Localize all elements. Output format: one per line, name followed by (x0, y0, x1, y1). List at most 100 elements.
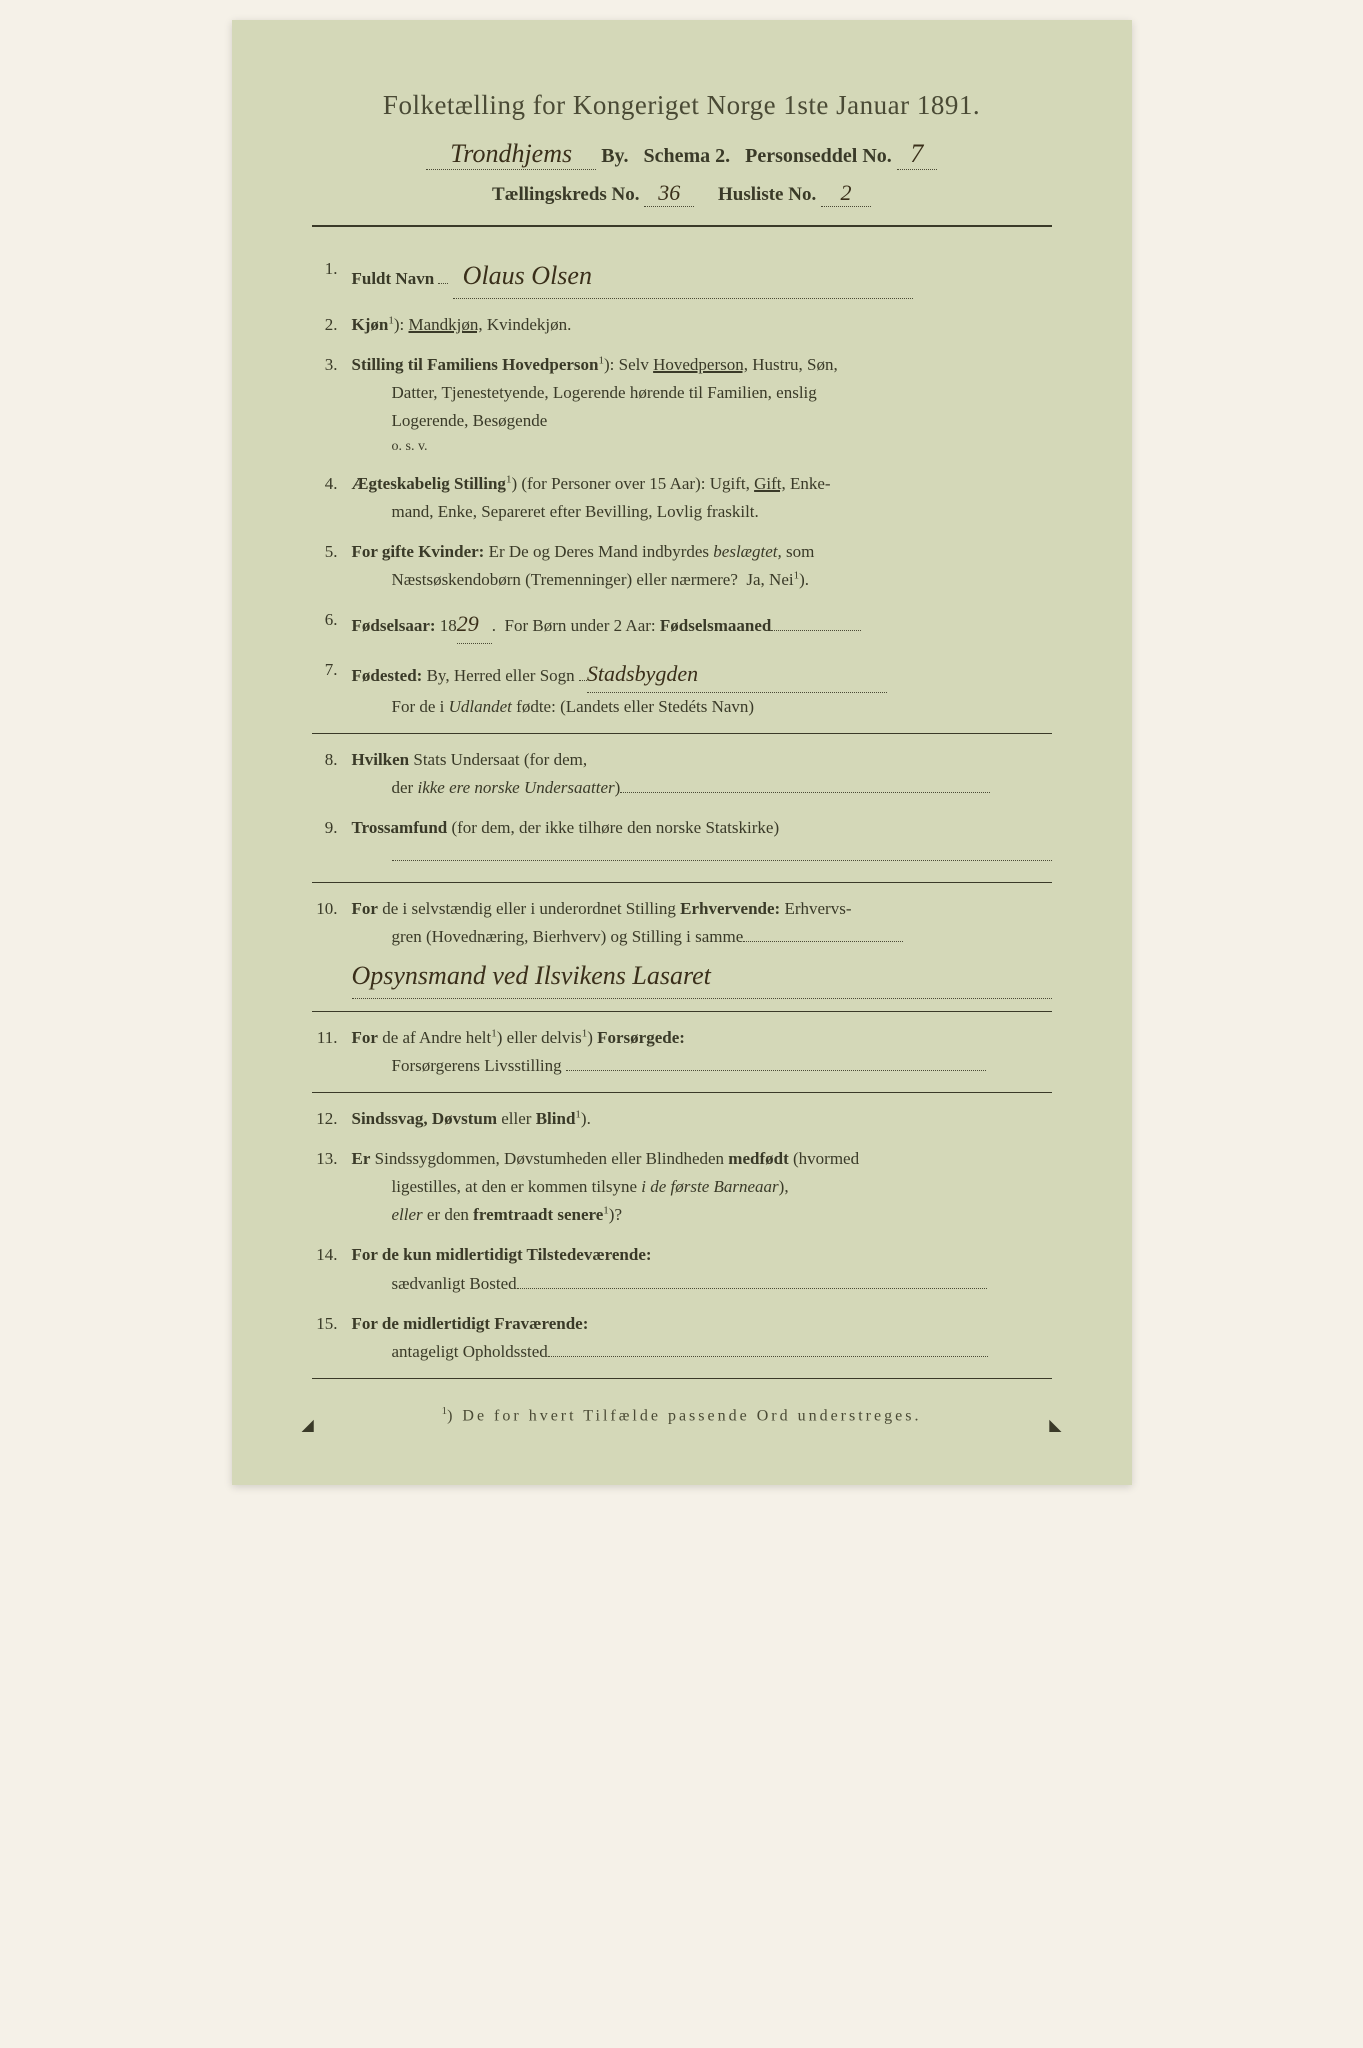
by-label: By. (601, 145, 628, 167)
fodselsaar-prefix: 18 (436, 616, 457, 635)
kjon-label: Kjøn (352, 315, 389, 334)
erhverv-line2: gren (Hovednæring, Bierhverv) og Stillin… (352, 923, 1052, 951)
er-line2: ligestilles, at den er kommen tilsyne i … (352, 1173, 1052, 1201)
sindssvag-label: Sindssvag, Døvstum (352, 1109, 498, 1128)
divider-3 (312, 1011, 1052, 1012)
field-body: Fuldt Navn Olaus Olsen (352, 255, 1052, 299)
stats-line2: der ikke ere norske Undersaatter) (352, 774, 1052, 802)
schema-label: Schema 2. (643, 145, 730, 167)
footnote-text: ) De for hvert Tilfælde passende Ord und… (447, 1407, 921, 1424)
stats-line1: Stats Undersaat (for dem, (409, 750, 587, 769)
field-body: Hvilken Stats Undersaat (for dem, der ik… (352, 746, 1052, 802)
field-body: Kjøn1): Mandkjøn, Kvindekjøn. (352, 311, 1052, 339)
field-num: 11. (312, 1024, 352, 1080)
stats-label: Hvilken (352, 750, 410, 769)
field-4: 4. Ægteskabelig Stilling1) (for Personer… (312, 470, 1052, 526)
field-body: Trossamfund (for dem, der ikke tilhøre d… (352, 814, 1052, 870)
fodested-line2: For de i Udlandet fødte: (Landets eller … (352, 693, 1052, 721)
aegteskab-line2: mand, Enke, Separeret efter Bevilling, L… (352, 498, 1052, 526)
kjon-mandkjon: Mandkjøn, (408, 315, 482, 334)
erhverv-value: Opsynsmand ved Ilsvikens Lasaret (352, 955, 1052, 999)
forsorgede-line2: Forsørgerens Livsstilling (352, 1052, 1052, 1080)
fodselsaar-mid: . For Børn under 2 Aar: Fødselsmaaned (492, 616, 772, 635)
field-3: 3. Stilling til Familiens Hovedperson1):… (312, 351, 1052, 458)
field-num: 12. (312, 1105, 352, 1133)
husliste-label: Husliste No. (718, 184, 816, 205)
fodselsmaaned-value (771, 630, 861, 631)
fodested-label: Fødested: (352, 666, 423, 685)
footnote: 1) De for hvert Tilfælde passende Ord un… (312, 1405, 1052, 1425)
fuldt-navn-label: Fuldt Navn (352, 269, 435, 288)
field-body: For de kun midlertidigt Tilstedeværende:… (352, 1241, 1052, 1297)
erhverv-line1: de i selvstændig eller i underordnet Sti… (378, 899, 852, 918)
aegteskab-line1: ) (for Personer over 15 Aar): Ugift, Gif… (511, 474, 830, 493)
stilling-line2: Datter, Tjenestetyende, Logerende hørend… (352, 379, 1052, 407)
field-num: 13. (312, 1145, 352, 1229)
field-6: 6. Fødselsaar: 1829. For Børn under 2 Aa… (312, 606, 1052, 643)
stilling-osv: o. s. v. (352, 435, 1052, 458)
subtitle-row-1: Trondhjems By. Schema 2. Personseddel No… (312, 139, 1052, 170)
field-num: 6. (312, 606, 352, 643)
gifte-line2: Næstsøskendobørn (Tremenninger) eller næ… (352, 566, 1052, 594)
gifte-kvinder-label: For gifte Kvinder: (352, 542, 485, 561)
field-num: 14. (312, 1241, 352, 1297)
fodselsaar-value: 29 (457, 606, 492, 643)
field-num: 10. (312, 895, 352, 999)
corner-mark-left: ◢ (302, 1415, 314, 1435)
tilstede-line2: sædvanligt Bosted (352, 1270, 1052, 1298)
field-body: For de i selvstændig eller i underordnet… (352, 895, 1052, 999)
field-1: 1. Fuldt Navn Olaus Olsen (312, 255, 1052, 299)
field-num: 1. (312, 255, 352, 299)
field-body: Fødested: By, Herred eller Sogn Stadsbyg… (352, 656, 1052, 721)
field-num: 9. (312, 814, 352, 870)
field-num: 15. (312, 1310, 352, 1366)
tilstede-label: For de kun midlertidigt Tilstedeværende: (352, 1245, 652, 1264)
divider-1 (312, 733, 1052, 734)
field-num: 5. (312, 538, 352, 594)
field-15: 15. For de midlertidigt Fraværende: anta… (312, 1310, 1052, 1366)
page-title: Folketælling for Kongeriget Norge 1ste J… (312, 90, 1052, 121)
field-num: 7. (312, 656, 352, 721)
field-13: 13. Er Sindssygdommen, Døvstumheden elle… (312, 1145, 1052, 1229)
divider-2 (312, 882, 1052, 883)
trossamfund-value (392, 846, 1052, 861)
divider-4 (312, 1092, 1052, 1093)
taellingskreds-no: 36 (644, 180, 694, 207)
fodselsaar-label: Fødselsaar: (352, 616, 436, 635)
stilling-line3: Logerende, Besøgende (352, 407, 1052, 435)
field-body: Stilling til Familiens Hovedperson1): Se… (352, 351, 1052, 458)
field-body: Ægteskabelig Stilling1) (for Personer ov… (352, 470, 1052, 526)
trossamfund-label: Trossamfund (352, 818, 448, 837)
personseddel-no: 7 (897, 139, 937, 170)
fravaerende-label: For de midlertidigt Fraværende: (352, 1314, 589, 1333)
field-14: 14. For de kun midlertidigt Tilstedevære… (312, 1241, 1052, 1297)
trossamfund-line1: (for dem, der ikke tilhøre den norske St… (447, 818, 779, 837)
field-2: 2. Kjøn1): Mandkjøn, Kvindekjøn. (312, 311, 1052, 339)
fodested-line1: By, Herred eller Sogn (422, 666, 574, 685)
field-body: Fødselsaar: 1829. For Børn under 2 Aar: … (352, 606, 1052, 643)
er-label: Er (352, 1149, 371, 1168)
gifte-line1: Er De og Deres Mand indbyrdes beslægtet,… (484, 542, 814, 561)
forsorgede-line1: de af Andre helt1) eller delvis1) Forsør… (378, 1028, 685, 1047)
field-11: 11. For de af Andre helt1) eller delvis1… (312, 1024, 1052, 1080)
fravaerende-line2: antageligt Opholdssted (352, 1338, 1052, 1366)
field-9: 9. Trossamfund (for dem, der ikke tilhør… (312, 814, 1052, 870)
corner-mark-right: ◣ (1049, 1415, 1061, 1435)
field-7: 7. Fødested: By, Herred eller Sogn Stads… (312, 656, 1052, 721)
fuldt-navn-value: Olaus Olsen (453, 255, 913, 299)
subtitle-row-2: Tællingskreds No. 36 Husliste No. 2 (312, 180, 1052, 207)
forsorgede-for: For (352, 1028, 378, 1047)
stilling-label: Stilling til Familiens Hovedperson (352, 355, 599, 374)
fodested-value: Stadsbygden (587, 656, 887, 693)
field-8: 8. Hvilken Stats Undersaat (for dem, der… (312, 746, 1052, 802)
field-10: 10. For de i selvstændig eller i underor… (312, 895, 1052, 999)
taellingskreds-label: Tællingskreds No. (492, 184, 639, 205)
sindssvag-rest: eller Blind1). (497, 1109, 591, 1128)
field-5: 5. For gifte Kvinder: Er De og Deres Man… (312, 538, 1052, 594)
divider-bottom (312, 1378, 1052, 1379)
field-num: 2. (312, 311, 352, 339)
census-form-page: Folketælling for Kongeriget Norge 1ste J… (232, 20, 1132, 1485)
field-body: Sindssvag, Døvstum eller Blind1). (352, 1105, 1052, 1133)
field-12: 12. Sindssvag, Døvstum eller Blind1). (312, 1105, 1052, 1133)
stilling-line1: ): Selv Hovedperson, Hustru, Søn, (604, 355, 838, 374)
